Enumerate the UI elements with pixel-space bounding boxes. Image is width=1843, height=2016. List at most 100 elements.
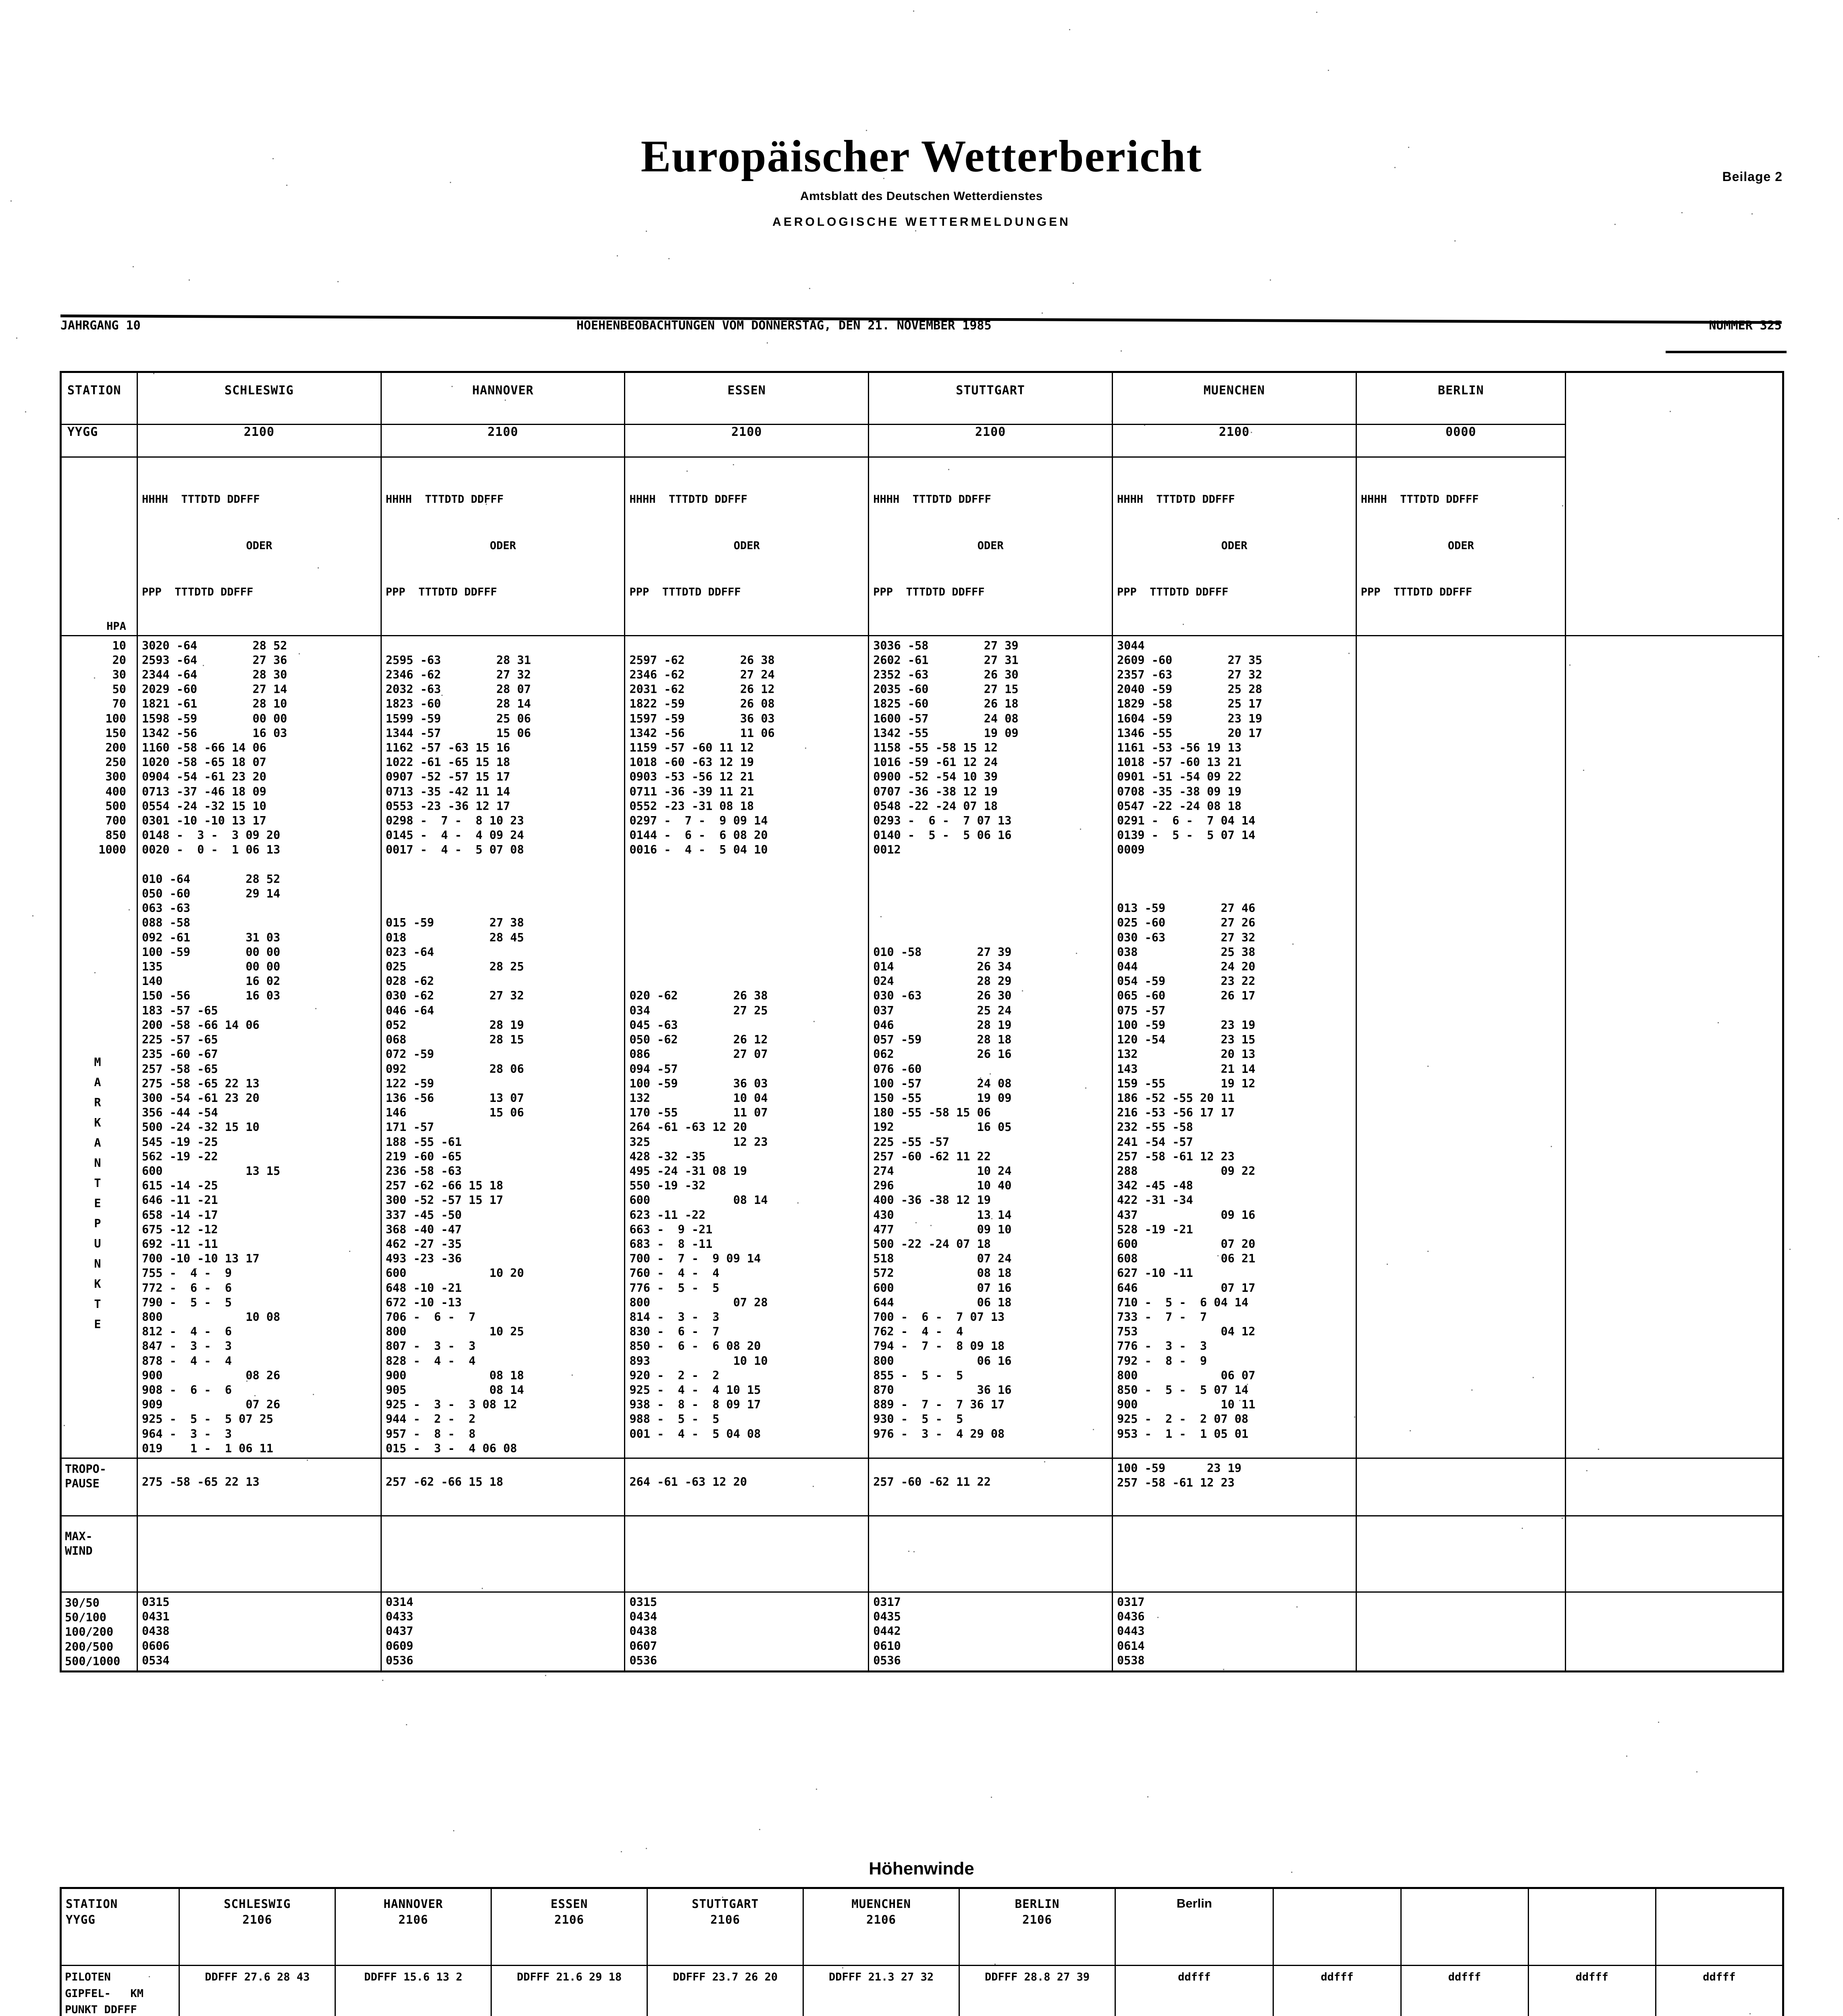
maxwind-blank-berlin <box>1356 1516 1566 1592</box>
scan-speck <box>1551 1146 1552 1147</box>
format-line1: HHHH TTTDTD DDFFF <box>382 492 624 507</box>
format-cell-hannover: HHHH TTTDTD DDFFF ODER PPP TTTDTD DDFFF <box>381 457 625 636</box>
scan-speck <box>994 1964 996 1965</box>
scan-speck <box>399 935 400 936</box>
scan-speck <box>1562 1518 1563 1519</box>
document-page: Europäischer Wetterbericht Amtsblatt des… <box>0 0 1843 2016</box>
scan-speck <box>1292 943 1294 945</box>
station-time-muenchen: 2100 <box>1112 425 1356 457</box>
hw-spare-ddfff-2: ddfff <box>1401 1966 1528 2016</box>
hw-spare-ddfff-4: ddfff <box>1656 1966 1783 2016</box>
tropopause-schleswig: 275 -58 -65 22 13 <box>137 1458 381 1516</box>
scan-speck <box>1111 421 1113 422</box>
format-line2: PPP TTTDTD DDFFF <box>1357 585 1565 600</box>
hw-gipfel-essen: DDFFF 21.6 29 18 <box>491 1966 647 2016</box>
station-header-schleswig: SCHLESWIG <box>137 372 381 425</box>
scan-speck <box>196 1268 197 1269</box>
scan-speck <box>203 665 204 666</box>
scan-speck <box>382 1680 383 1681</box>
jahrgang-label: JAHRGANG 10 <box>60 319 141 333</box>
scan-speck <box>797 1202 799 1204</box>
scan-speck <box>286 185 287 186</box>
scan-speck <box>1251 432 1252 433</box>
scan-speck <box>915 230 916 231</box>
maxwind-stuttgart: 0317 0435 0442 0610 0536 <box>869 1592 1113 1671</box>
tropopause-label: TROPO- PAUSE <box>61 1458 137 1516</box>
hw-gipfel-stuttgart: DDFFF 23.7 26 20 <box>647 1966 803 2016</box>
hw-station-berlin-extra: Berlin <box>1115 1888 1273 1966</box>
maxwind-muenchen: 0317 0436 0443 0614 0538 <box>1112 1592 1356 1671</box>
scan-speck <box>149 1976 150 1977</box>
hw-spare-ddfff-1: ddfff <box>1273 1966 1401 2016</box>
hw-station-muenchen: MUENCHEN 2106 <box>803 1888 959 1966</box>
scan-speck <box>153 373 154 374</box>
scan-speck <box>913 10 914 12</box>
format-line2: PPP TTTDTD DDFFF <box>625 585 868 600</box>
scan-speck <box>759 1829 760 1830</box>
maxwind-berlin <box>1356 1592 1566 1671</box>
scan-speck <box>915 1222 917 1223</box>
scan-speck <box>930 1225 932 1226</box>
hw-gipfel-row: PILOTEN GIPFEL- KM PUNKT DDFFF DDFFF 27.… <box>61 1966 1783 2016</box>
scan-speck <box>1427 1251 1429 1252</box>
header-rule-short <box>1666 351 1787 353</box>
scan-speck <box>1838 518 1839 519</box>
maxwind-header-row: MAX- WIND <box>61 1516 1783 1592</box>
station-time-essen: 2100 <box>625 425 869 457</box>
scan-speck <box>908 1551 909 1552</box>
scan-speck <box>1696 1771 1697 1772</box>
scan-speck <box>1316 12 1317 13</box>
scan-speck <box>1427 1066 1429 1067</box>
maxwind-layers-row: 30/50 50/100 100/200 200/500 500/1000 03… <box>61 1592 1783 1671</box>
hpa-label: HPA <box>61 457 137 636</box>
data-column-spare <box>1566 635 1783 1458</box>
scan-speck <box>129 909 130 910</box>
scan-speck <box>189 279 190 281</box>
scan-speck <box>1751 213 1753 215</box>
scan-speck <box>1533 1377 1534 1378</box>
scan-speck <box>1121 350 1122 352</box>
scan-speck <box>842 1967 843 1968</box>
station-header-stuttgart: STUTTGART <box>869 372 1113 425</box>
maxwind-essen: 0315 0434 0438 0607 0536 <box>625 1592 869 1671</box>
scan-speck <box>1223 1669 1224 1670</box>
observation-date: HOEHENBEOBACHTUNGEN VOM DONNERSTAG, DEN … <box>576 319 992 333</box>
station-header-hannover: HANNOVER <box>381 372 625 425</box>
scan-speck <box>32 915 33 916</box>
scan-speck <box>1328 70 1329 71</box>
masthead: Europäischer Wetterbericht Amtsblatt des… <box>0 133 1843 229</box>
hw-station-name: SCHLESWIG <box>180 1896 335 1912</box>
format-oder: ODER <box>138 538 381 554</box>
format-line1: HHHH TTTDTD DDFFF <box>1357 492 1565 507</box>
scan-speck <box>990 1073 991 1075</box>
scan-speck <box>722 1897 723 1898</box>
scan-speck <box>451 386 453 387</box>
scan-speck <box>1670 411 1671 412</box>
scan-speck <box>1354 1416 1355 1418</box>
format-cell-muenchen: HHHH TTTDTD DDFFF ODER PPP TTTDTD DDFFF <box>1112 457 1356 636</box>
scan-speck <box>246 1381 248 1382</box>
hw-station-time: 2106 <box>492 1912 647 1928</box>
data-column-essen: 2597 -62 26 38 2346 -62 27 24 2031 -62 2… <box>625 635 869 1458</box>
format-oder: ODER <box>625 538 868 554</box>
format-line1: HHHH TTTDTD DDFFF <box>869 492 1112 507</box>
hw-gipfel-berlin: DDFFF 28.8 27 39 <box>959 1966 1115 2016</box>
hw-spare-3 <box>1528 1888 1656 1966</box>
station-time-schleswig: 2100 <box>137 425 381 457</box>
maxwind-hannover: 0314 0433 0437 0609 0536 <box>381 1592 625 1671</box>
scan-speck <box>883 178 884 179</box>
scan-speck <box>572 1375 573 1376</box>
maxwind-label: MAX- WIND <box>61 1516 137 1592</box>
scan-speck <box>1190 787 1191 788</box>
hw-station-time: 2106 <box>648 1912 803 1928</box>
maxwind-blank-hannover <box>381 1516 625 1592</box>
station-header-muenchen: MUENCHEN <box>1112 372 1356 425</box>
station-header-berlin: BERLIN <box>1356 372 1566 425</box>
scan-speck <box>349 1251 350 1252</box>
beilage-label: Beilage 2 <box>1722 169 1783 184</box>
scan-speck <box>767 342 768 344</box>
scan-speck <box>646 1848 647 1849</box>
format-oder: ODER <box>382 538 624 554</box>
format-cell-schleswig: HHHH TTTDTD DDFFF ODER PPP TTTDTD DDFFF <box>137 457 381 636</box>
tropopause-spare <box>1566 1458 1783 1516</box>
